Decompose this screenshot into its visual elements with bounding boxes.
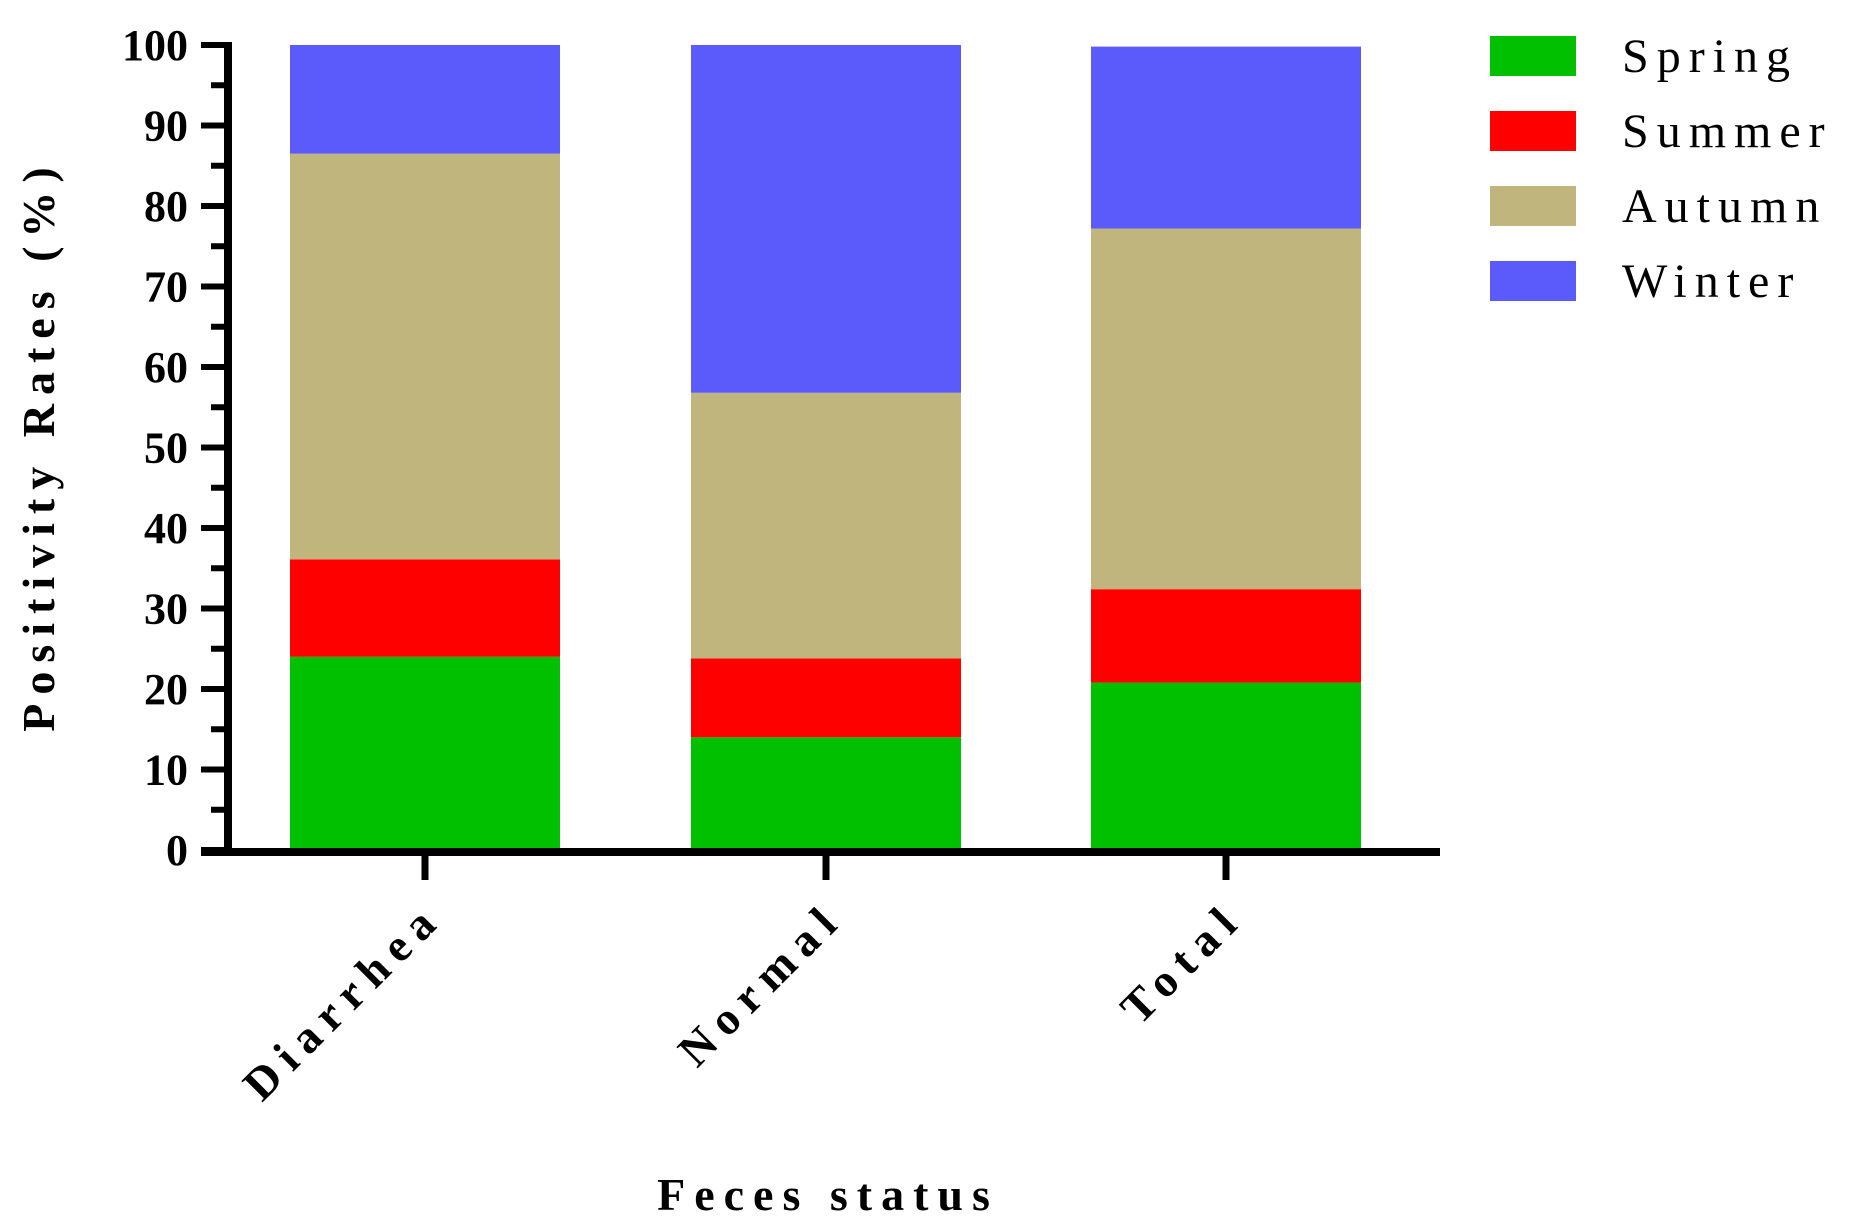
- y-tick-label: 90: [144, 102, 188, 151]
- x-tick-label-diarrhea: Diarrhea: [233, 891, 452, 1110]
- bar-diarrhea-winter: [290, 45, 560, 154]
- legend-swatch-autumn: [1490, 186, 1576, 226]
- y-tick-label: 0: [166, 826, 188, 875]
- y-axis-title: Positivity Rates (%): [13, 158, 64, 731]
- x-axis-title: Feces status: [657, 1169, 999, 1220]
- legend: Spring Summer Autumn Winter: [1490, 30, 1833, 308]
- legend-label-winter: Winter: [1622, 255, 1801, 308]
- bar-total-spring: [1091, 682, 1361, 850]
- bars-group: [290, 45, 1361, 850]
- legend-swatch-winter: [1490, 261, 1576, 301]
- y-tick-label: 40: [144, 504, 188, 553]
- legend-swatch-spring: [1490, 36, 1576, 76]
- legend-label-spring: Spring: [1622, 30, 1798, 83]
- y-tick-label: 60: [144, 343, 188, 392]
- bar-normal-summer: [691, 658, 961, 738]
- bar-normal-winter: [691, 45, 961, 393]
- bar-total-autumn: [1091, 228, 1361, 590]
- y-tick-label: 20: [144, 665, 188, 714]
- y-tick-label: 50: [144, 424, 188, 473]
- y-tick-label: 70: [144, 263, 188, 312]
- legend-swatch-summer: [1490, 111, 1576, 151]
- y-tick-label: 100: [122, 21, 188, 70]
- bar-total-winter: [1091, 46, 1361, 229]
- bar-diarrhea-autumn: [290, 153, 560, 560]
- legend-label-autumn: Autumn: [1622, 180, 1827, 233]
- y-tick-label: 10: [144, 746, 188, 795]
- bar-diarrhea-summer: [290, 559, 560, 657]
- bar-diarrhea-spring: [290, 656, 560, 850]
- x-tick-label-total: Total: [1111, 891, 1254, 1034]
- y-tick-label: 30: [144, 585, 188, 634]
- bar-normal-autumn: [691, 392, 961, 659]
- y-ticks-group: 0 10 20 30 40 50 60 70 80 90 100: [122, 21, 228, 875]
- bar-total-summer: [1091, 589, 1361, 683]
- y-tick-label: 80: [144, 182, 188, 231]
- x-ticks-group: Diarrhea Normal Total: [233, 852, 1253, 1110]
- x-tick-label-normal: Normal: [668, 891, 853, 1076]
- bar-normal-spring: [691, 737, 961, 850]
- legend-label-summer: Summer: [1622, 105, 1833, 158]
